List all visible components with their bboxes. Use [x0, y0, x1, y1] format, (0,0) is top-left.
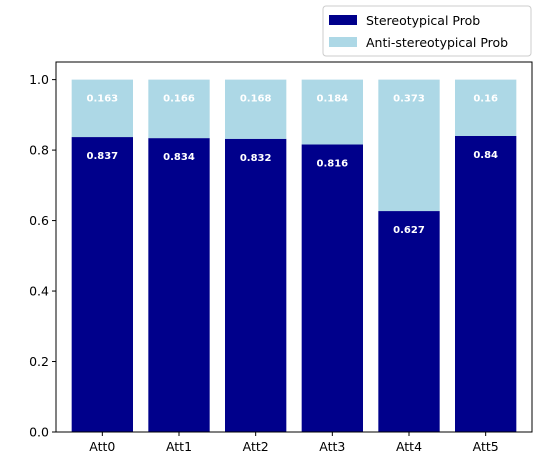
- x-axis: Att0 Att1 Att2 Att3 Att4 Att5: [89, 432, 499, 454]
- axes-frame: [55, 61, 533, 433]
- y-tick-label-0.8: 0.8: [29, 143, 49, 158]
- x-tick-label-att0: Att0: [89, 439, 115, 454]
- x-tick-label-att1: Att1: [166, 439, 192, 454]
- x-tick-label-att4: Att4: [396, 439, 422, 454]
- legend-swatch-anti-stereotypical: [329, 37, 357, 47]
- bar-label-anti-stereotypical-att3: 0.184: [317, 94, 349, 105]
- y-tick-label-1.0: 1.0: [29, 72, 49, 87]
- bar-label-stereotypical-att2: 0.832: [240, 153, 272, 164]
- x-tick-label-att5: Att5: [473, 439, 499, 454]
- bar-stereotypical-att3: [301, 144, 363, 432]
- bar-label-anti-stereotypical-att1: 0.166: [163, 94, 195, 105]
- bar-anti-stereotypical-att4: [378, 79, 440, 212]
- bar-label-anti-stereotypical-att2: 0.168: [240, 94, 272, 105]
- legend-box: [322, 5, 532, 57]
- bar-anti-stereotypical-att5: [455, 79, 517, 136]
- bar-label-stereotypical-att0: 0.837: [87, 151, 119, 162]
- y-tick-label-0.0: 0.0: [29, 425, 49, 440]
- legend: Stereotypical Prob Anti-stereotypical Pr…: [322, 5, 532, 57]
- bar-stereotypical-att5: [455, 136, 517, 432]
- bar-anti-stereotypical-att1: [148, 79, 210, 139]
- y-tick-label-0.2: 0.2: [29, 354, 49, 369]
- x-tick-label-att2: Att2: [243, 439, 269, 454]
- legend-label-anti-stereotypical: Anti-stereotypical Prob: [366, 35, 508, 50]
- bar-label-anti-stereotypical-att0: 0.163: [87, 94, 119, 105]
- y-tick-label-0.4: 0.4: [29, 284, 49, 299]
- bar-label-stereotypical-att5: 0.84: [473, 150, 498, 161]
- bar-stereotypical-att1: [148, 138, 210, 432]
- y-axis: 0.0 0.2 0.4 0.6 0.8 1.0: [29, 72, 56, 440]
- bar-label-anti-stereotypical-att5: 0.16: [473, 94, 498, 105]
- bar-label-anti-stereotypical-att4: 0.373: [393, 94, 425, 105]
- bar-anti-stereotypical-att2: [225, 79, 287, 139]
- bar-stereotypical-att0: [71, 137, 133, 433]
- bar-label-stereotypical-att1: 0.834: [163, 152, 195, 163]
- bar-stereotypical-att2: [225, 138, 287, 433]
- plot-area: 0.837 0.163 0.834 0.166 0.832 0.168 0.816 0.184…: [71, 79, 517, 433]
- bar-anti-stereotypical-att0: [71, 79, 133, 138]
- bar-stereotypical-att4: [378, 211, 440, 432]
- x-tick-label-att3: Att3: [319, 439, 345, 454]
- bar-anti-stereotypical-att3: [301, 79, 363, 145]
- bar-label-stereotypical-att3: 0.816: [317, 158, 349, 169]
- legend-label-stereotypical: Stereotypical Prob: [366, 13, 480, 28]
- legend-swatch-stereotypical: [329, 15, 357, 25]
- y-tick-label-0.6: 0.6: [29, 213, 49, 228]
- bar-label-stereotypical-att4: 0.627: [393, 225, 425, 236]
